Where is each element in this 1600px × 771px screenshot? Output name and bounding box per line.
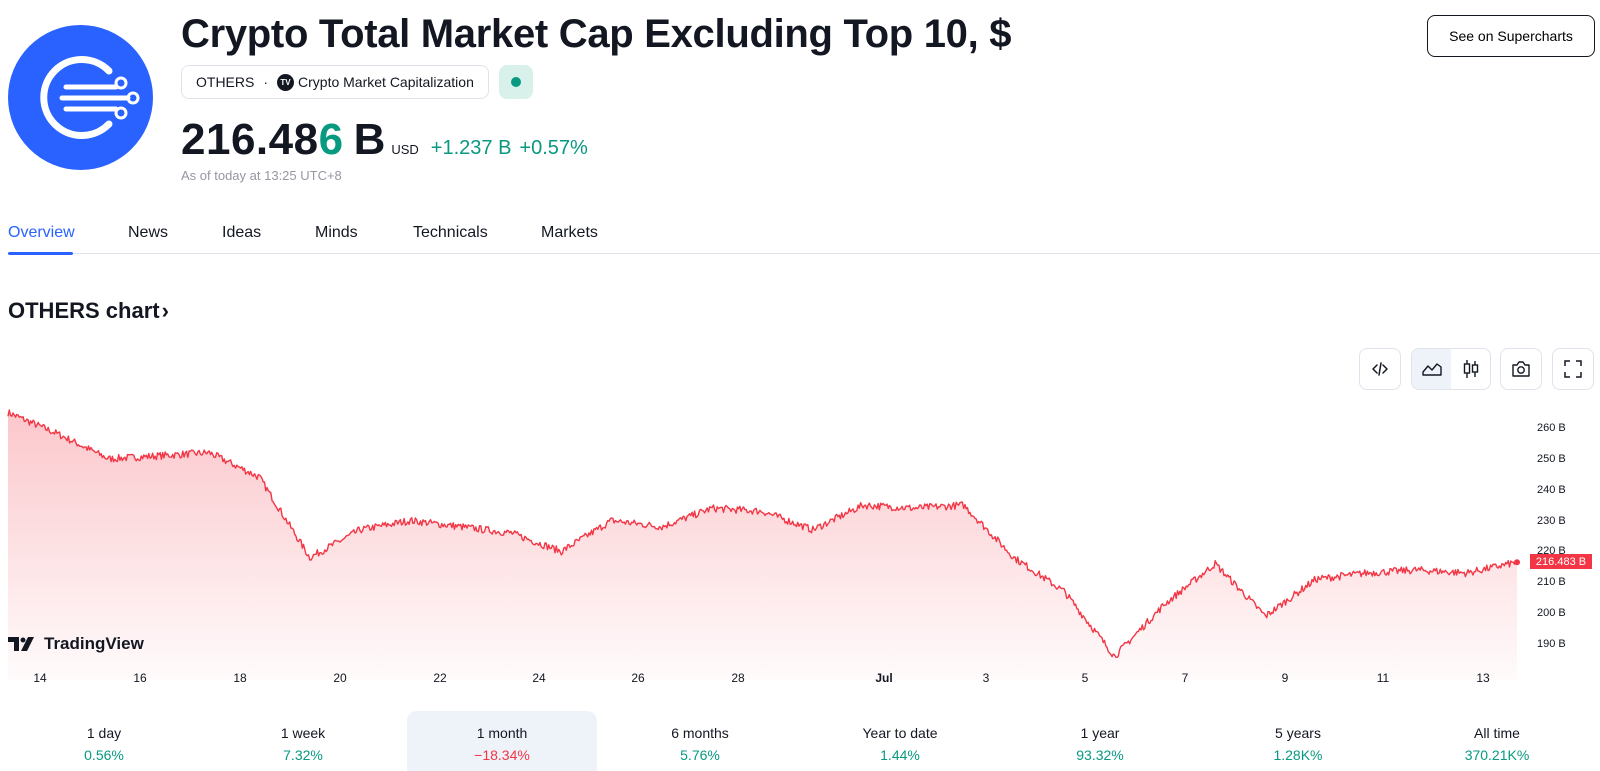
chart-heading-link[interactable]: OTHERS chart› <box>8 298 169 324</box>
page-title: Crypto Total Market Cap Excluding Top 10… <box>181 12 1012 56</box>
x-tick-label: 5 <box>1081 671 1089 685</box>
last-value-label: 216.483 B <box>1530 554 1592 569</box>
tradingview-watermark[interactable]: TradingView <box>8 634 144 654</box>
network-c-icon <box>40 56 140 139</box>
chart-heading-text: OTHERS chart <box>8 298 160 323</box>
period-label: 1 year <box>1080 725 1120 741</box>
y-tick-label: 250 B <box>1537 452 1566 465</box>
tab-markets[interactable]: Markets <box>541 224 598 241</box>
candles-icon <box>1463 360 1478 378</box>
period-change: −18.34% <box>474 747 530 763</box>
price-unit: B <box>353 115 386 164</box>
period-change: 0.56% <box>84 747 124 763</box>
period-1-year[interactable]: 1 year 93.32% <box>1005 711 1195 771</box>
period-1-week[interactable]: 1 week 7.32% <box>208 711 398 771</box>
x-tick-label: 18 <box>233 671 247 685</box>
y-tick-label: 200 B <box>1537 607 1566 620</box>
x-tick-label: 16 <box>133 671 147 685</box>
tradingview-logo-icon <box>8 637 34 651</box>
y-tick-label: 240 B <box>1537 483 1566 496</box>
period-label: 6 months <box>671 725 729 741</box>
active-tab-indicator <box>8 252 73 255</box>
price-chart[interactable] <box>0 405 1600 680</box>
chart-area-fill <box>8 410 1517 680</box>
separator-dot: · <box>263 74 269 90</box>
symbol-exchange-pill[interactable]: OTHERS · TV Crypto Market Capitalization <box>181 65 489 99</box>
period-label: 1 day <box>86 725 122 741</box>
x-tick-label: 22 <box>433 671 447 685</box>
tab-overview[interactable]: Overview <box>8 224 75 241</box>
y-tick-label: 210 B <box>1537 576 1566 589</box>
price-change-pct: +0.57% <box>519 137 588 159</box>
chart-style-toggle <box>1411 348 1491 390</box>
period-change: 93.32% <box>1076 747 1124 763</box>
market-open-icon <box>511 77 521 87</box>
market-status-badge[interactable] <box>499 65 533 99</box>
x-tick-label: 26 <box>631 671 645 685</box>
section-tabs: Overview News Ideas Minds Technicals Mar… <box>8 212 1600 255</box>
last-price: 216.486 <box>181 115 344 164</box>
fullscreen-button[interactable] <box>1552 348 1594 390</box>
period-label: 5 years <box>1275 725 1321 741</box>
period-change: 5.76% <box>680 747 720 763</box>
x-tick-label: 7 <box>1181 671 1189 685</box>
embed-code-icon <box>1372 362 1388 376</box>
period-all-time[interactable]: All time 370.21K% <box>1402 711 1592 771</box>
price-timestamp: As of today at 13:25 UTC+8 <box>181 168 342 183</box>
tab-minds[interactable]: Minds <box>315 224 358 241</box>
x-tick-label: 3 <box>982 671 990 685</box>
area-chart-icon <box>1421 363 1442 376</box>
camera-icon <box>1512 361 1530 377</box>
tab-ideas[interactable]: Ideas <box>222 224 262 241</box>
x-tick-label: 28 <box>731 671 745 685</box>
x-tick-label: 24 <box>532 671 546 685</box>
period-5-years[interactable]: 5 years 1.28K% <box>1203 711 1393 771</box>
period-1-month[interactable]: 1 month −18.34% <box>407 711 597 771</box>
period-year-to-date[interactable]: Year to date 1.44% <box>805 711 995 771</box>
price-currency: USD <box>391 142 419 157</box>
price-chart-svg <box>7 409 1520 680</box>
chart-last-point <box>1514 559 1520 566</box>
period-performance-bar: 1 day 0.56% 1 week 7.32% 1 month −18.34% 6 mon… <box>0 711 1600 771</box>
fullscreen-icon <box>1564 360 1582 378</box>
x-tick-label: Jul <box>875 671 893 685</box>
x-tick-label: 9 <box>1281 671 1289 685</box>
price-change-abs: +1.237 B <box>430 137 512 159</box>
y-tick-label: 260 B <box>1537 422 1566 434</box>
x-tick-label: 14 <box>33 671 47 685</box>
exchange-logo-icon: TV <box>277 73 295 91</box>
period-label: 1 week <box>280 725 326 741</box>
tradingview-brand-text: TradingView <box>44 634 144 653</box>
embed-code-button[interactable] <box>1359 348 1401 390</box>
tab-news[interactable]: News <box>128 224 169 241</box>
period-label: Year to date <box>862 725 938 741</box>
period-label: 1 month <box>476 725 528 741</box>
period-label: All time <box>1474 725 1520 741</box>
x-tick-label: 11 <box>1376 671 1390 685</box>
x-tick-label: 13 <box>1476 671 1490 685</box>
snapshot-button[interactable] <box>1500 348 1542 390</box>
period-1-day[interactable]: 1 day 0.56% <box>9 711 199 771</box>
see-on-supercharts-button[interactable]: See on Supercharts <box>1427 15 1595 57</box>
chart-price-line <box>7 409 1518 659</box>
price-row: 216.486 B USD +1.237 B +0.57% <box>181 115 588 165</box>
chevron-right-icon: › <box>161 298 169 323</box>
exchange-name: Crypto Market Capitalization <box>298 74 474 90</box>
period-change: 370.21K% <box>1464 747 1530 763</box>
period-change: 1.28K% <box>1273 747 1323 763</box>
candles-button[interactable] <box>1451 349 1490 389</box>
period-change: 7.32% <box>283 747 323 763</box>
y-tick-label: 230 B <box>1537 514 1566 527</box>
period-change: 1.44% <box>880 747 920 763</box>
x-tick-label: 20 <box>333 671 347 685</box>
tab-technicals[interactable]: Technicals <box>413 224 488 241</box>
symbol-ticker: OTHERS <box>196 74 255 90</box>
y-tick-label: 190 B <box>1537 638 1566 650</box>
symbol-logo <box>8 25 153 170</box>
area-chart-button[interactable] <box>1412 349 1451 389</box>
period-6-months[interactable]: 6 months 5.76% <box>605 711 795 771</box>
